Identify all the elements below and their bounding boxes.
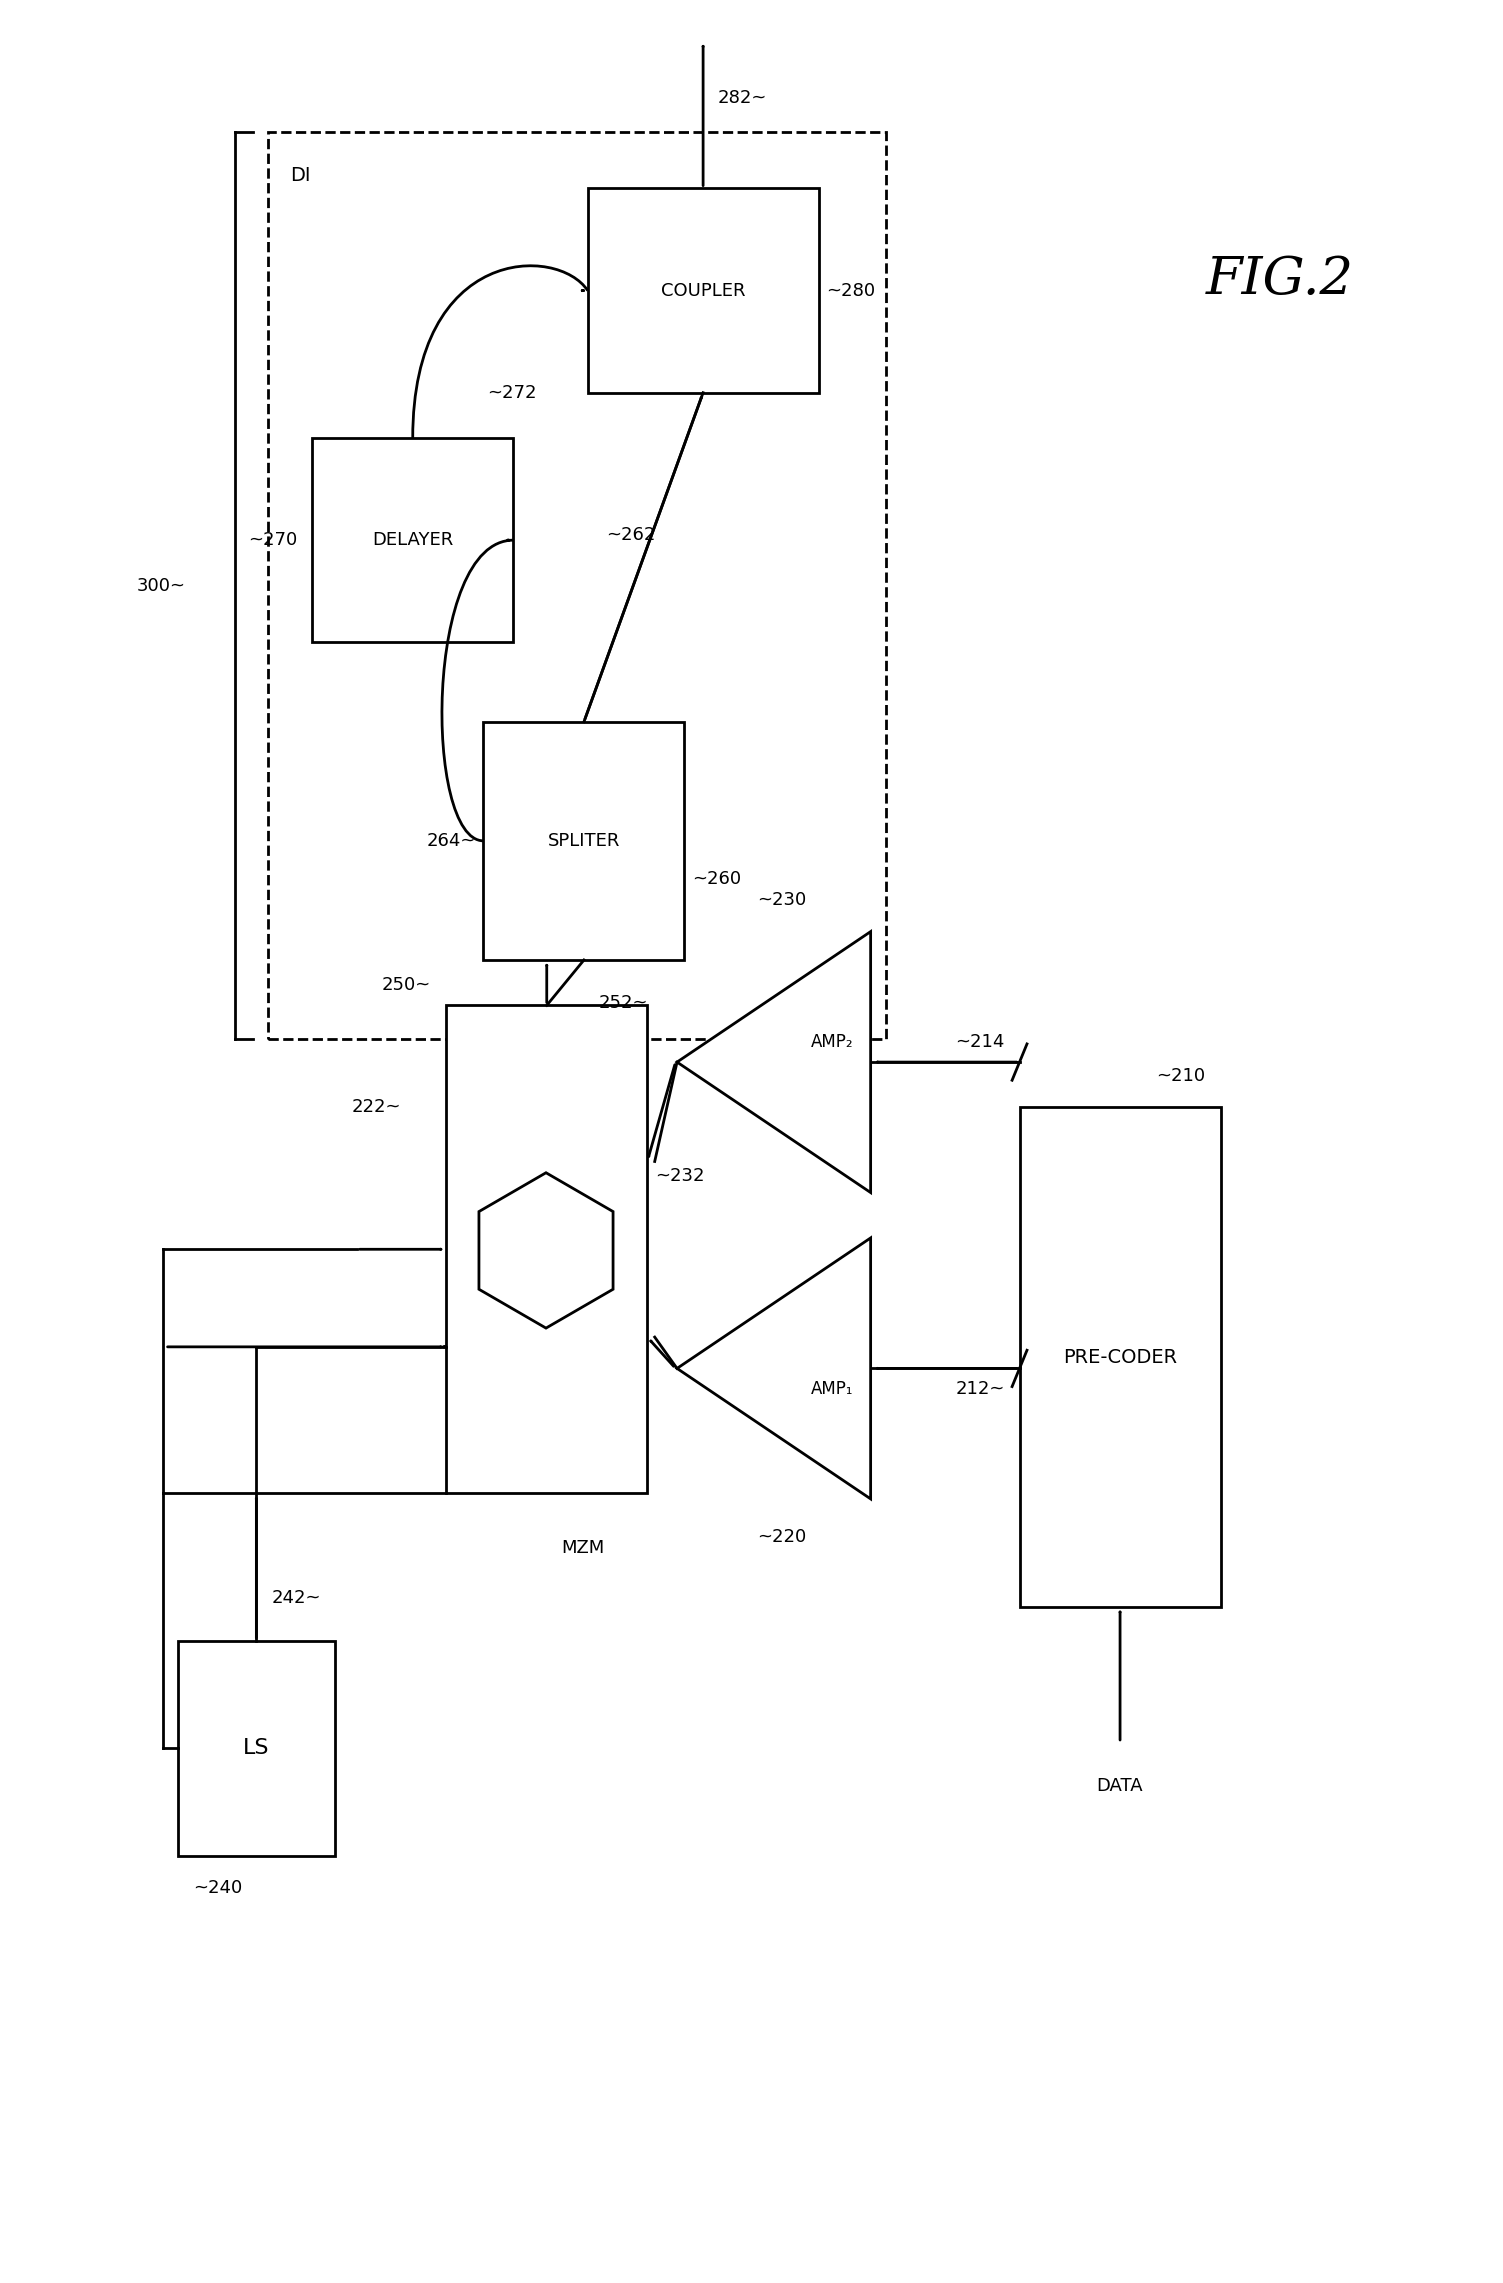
Text: PRE-CODER: PRE-CODER	[1063, 1347, 1177, 1368]
Text: ~230: ~230	[756, 890, 806, 909]
Text: ~260: ~260	[691, 870, 741, 888]
Text: DELAYER: DELAYER	[373, 532, 454, 550]
Text: ~272: ~272	[487, 384, 537, 402]
FancyBboxPatch shape	[313, 438, 513, 642]
Text: 264~: 264~	[427, 831, 476, 849]
Polygon shape	[676, 1237, 870, 1500]
Polygon shape	[676, 931, 870, 1192]
FancyBboxPatch shape	[268, 132, 885, 1039]
Text: 250~: 250~	[382, 977, 431, 993]
Polygon shape	[479, 1173, 613, 1329]
FancyBboxPatch shape	[1019, 1107, 1220, 1607]
FancyBboxPatch shape	[179, 1641, 335, 1856]
Text: DI: DI	[290, 167, 311, 185]
Text: SPLITER: SPLITER	[547, 831, 621, 849]
Text: 282~: 282~	[718, 89, 768, 107]
Text: DATA: DATA	[1097, 1776, 1144, 1794]
Text: 252~: 252~	[598, 993, 648, 1011]
Text: ~280: ~280	[827, 281, 875, 299]
Text: ~220: ~220	[756, 1527, 806, 1546]
Text: 300~: 300~	[137, 578, 186, 594]
Text: ~214: ~214	[956, 1032, 1004, 1050]
FancyBboxPatch shape	[484, 721, 684, 959]
Text: ~262: ~262	[606, 525, 655, 543]
Text: ~232: ~232	[655, 1167, 705, 1185]
FancyBboxPatch shape	[446, 1005, 648, 1493]
Text: COUPLER: COUPLER	[661, 281, 745, 299]
Text: 222~: 222~	[352, 1098, 401, 1116]
Text: AMP₂: AMP₂	[812, 1032, 854, 1050]
Text: FIG.2: FIG.2	[1205, 253, 1354, 304]
Text: ~240: ~240	[192, 1879, 242, 1897]
Text: LS: LS	[243, 1737, 269, 1758]
Text: ~210: ~210	[1156, 1066, 1205, 1084]
Text: ~270: ~270	[248, 532, 298, 550]
Text: 242~: 242~	[271, 1589, 320, 1607]
Text: 212~: 212~	[956, 1379, 1004, 1397]
Text: AMP₁: AMP₁	[812, 1379, 854, 1397]
FancyBboxPatch shape	[588, 189, 819, 393]
Text: MZM: MZM	[562, 1539, 604, 1557]
